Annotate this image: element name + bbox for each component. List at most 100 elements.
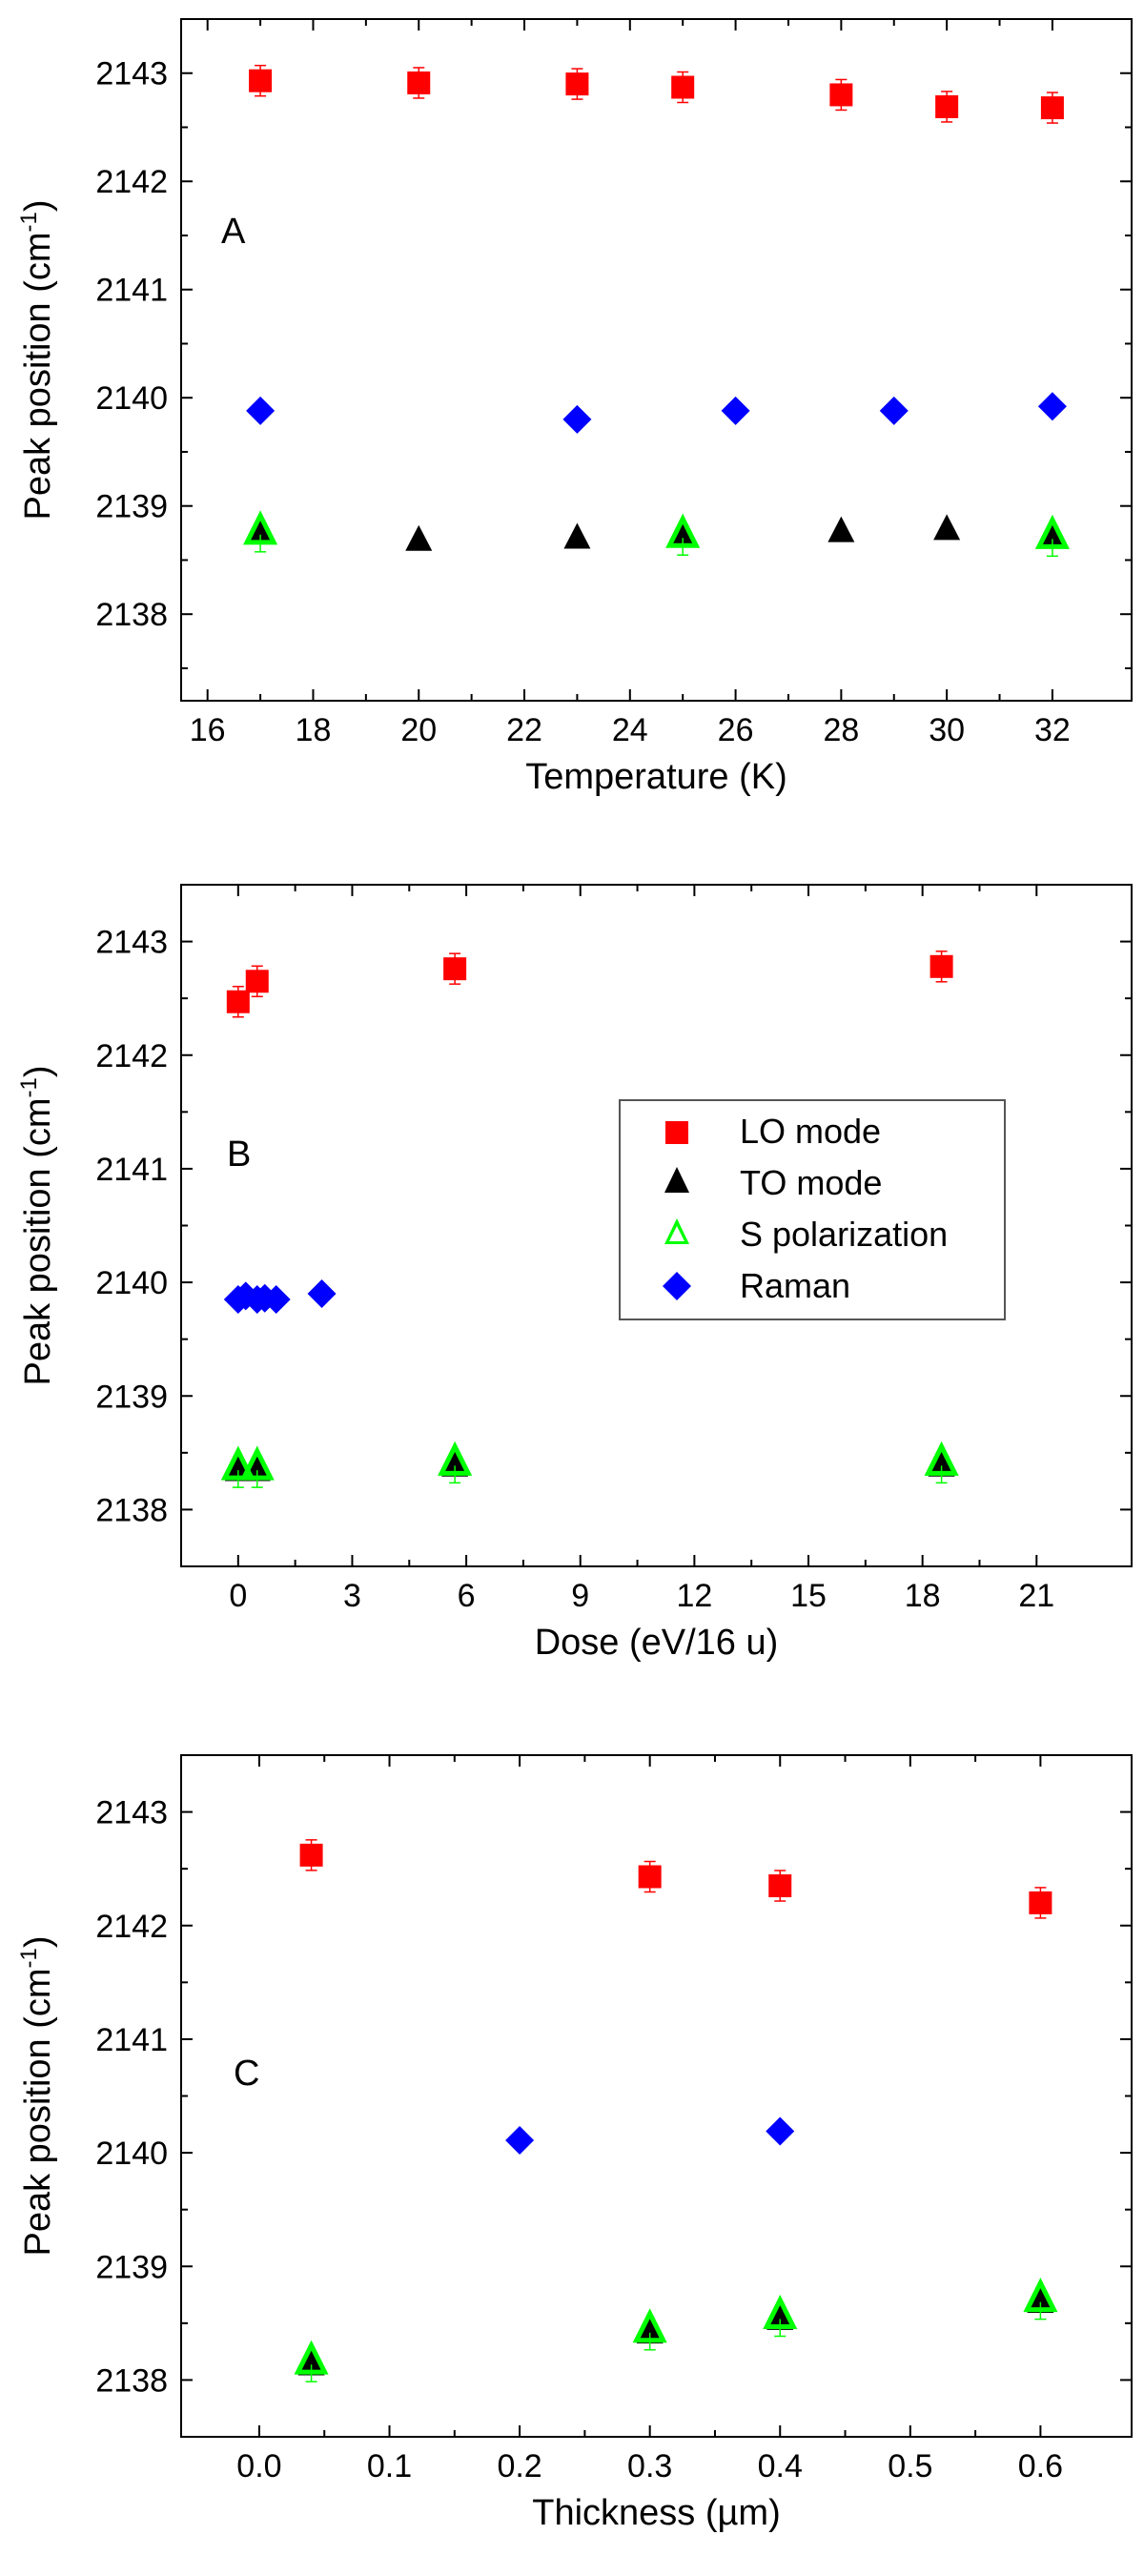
lo-point xyxy=(249,69,273,92)
x-tick-label: 0.4 xyxy=(758,2448,803,2484)
legend-s-marker-inner xyxy=(669,1226,684,1241)
x-tick-label: 28 xyxy=(823,712,859,748)
x-tick-label: 0.5 xyxy=(888,2448,932,2484)
y-axis-label: Peak position (cm-1) xyxy=(16,1065,58,1385)
x-tick-label: 18 xyxy=(296,712,332,748)
to-point xyxy=(827,516,855,542)
x-tick-label: 21 xyxy=(1018,1578,1054,1614)
lo-point xyxy=(565,72,589,96)
panel-label: C xyxy=(234,2054,259,2094)
x-axis-label: Dose (eV/16 u) xyxy=(535,1623,779,1663)
legend-to-marker xyxy=(664,1167,689,1193)
s-point xyxy=(294,2340,329,2375)
x-tick-label: 0.0 xyxy=(236,2448,281,2484)
x-tick-label: 22 xyxy=(506,712,542,748)
raman-point xyxy=(562,404,592,434)
lo-point xyxy=(407,71,431,94)
s-point xyxy=(243,510,278,545)
x-tick-label: 0.3 xyxy=(627,2448,672,2484)
chart-panel-a: 16 18 20 22 24 26 28 30 32 2138 2139 2140 2141 2142 21… xyxy=(16,18,1133,797)
x-tick-label: 3 xyxy=(343,1578,361,1614)
legend-lo-label: LO mode xyxy=(740,1112,881,1151)
lo-point xyxy=(1040,96,1064,120)
to-point xyxy=(405,524,433,551)
lo-point xyxy=(768,1874,792,1898)
lo-point xyxy=(671,75,695,99)
raman-point xyxy=(261,1284,291,1314)
y-axis-label-close: ) xyxy=(18,199,58,212)
s-point xyxy=(1034,514,1070,549)
y-tick-label: 2140 xyxy=(95,1265,168,1301)
to-point xyxy=(247,518,275,544)
y-axis-label-close: ) xyxy=(18,1935,58,1948)
y-tick-label: 2143 xyxy=(95,925,168,961)
y-axis-label-superscript: -1 xyxy=(16,1077,42,1097)
x-tick-label: 30 xyxy=(929,712,965,748)
y-axis-label-close: ) xyxy=(18,1065,58,1077)
y-axis-label: Peak position (cm-1) xyxy=(16,199,58,520)
y-tick-label: 2138 xyxy=(95,2362,168,2399)
s-point xyxy=(1023,2278,1058,2313)
raman-point xyxy=(879,396,909,425)
y-tick-label: 2142 xyxy=(95,1909,168,1945)
y-tick-label: 2138 xyxy=(95,1492,168,1528)
lo-point xyxy=(299,1843,323,1867)
to-point xyxy=(636,2318,664,2344)
y-tick-label: 2140 xyxy=(95,380,168,417)
legend-raman-label: Raman xyxy=(740,1266,850,1305)
legend: LO mode TO mode S polarization Raman xyxy=(619,1099,1006,1320)
y-tick-label: 2143 xyxy=(95,56,168,92)
x-tick-label: 26 xyxy=(718,712,754,748)
legend-to-label: TO mode xyxy=(740,1163,882,1202)
chart-panel-c: 0.0 0.1 0.2 0.3 0.4 0.5 0.6 2138 2139 2140 2141 214… xyxy=(16,1754,1133,2533)
chart-panel-b: 0 3 6 9 12 15 18 21 2138 2139 2140 2141 2142 2143 Dose… xyxy=(16,884,1133,1663)
x-tick-label: 6 xyxy=(458,1578,476,1614)
x-tick-label: 20 xyxy=(400,712,437,748)
raman-point xyxy=(505,2125,535,2155)
x-tick-label: 18 xyxy=(905,1578,941,1614)
x-axis-label: Thickness (µm) xyxy=(532,2493,780,2533)
x-tick-label: 32 xyxy=(1034,712,1071,748)
x-tick-label: 0.2 xyxy=(497,2448,541,2484)
lo-point xyxy=(443,957,467,981)
lo-point xyxy=(930,954,953,978)
y-tick-label: 2142 xyxy=(95,164,168,200)
lo-point xyxy=(1029,1891,1052,1914)
x-tick-label: 16 xyxy=(190,712,226,748)
to-point xyxy=(441,1450,469,1477)
raman-point xyxy=(766,2116,795,2146)
y-axis-label-text: Peak position (cm xyxy=(18,232,58,520)
x-tick-label: 0 xyxy=(229,1578,247,1614)
to-point xyxy=(933,514,961,541)
raman-point xyxy=(721,396,750,425)
to-point xyxy=(563,522,591,549)
raman-point xyxy=(307,1279,337,1308)
lo-point xyxy=(226,990,250,1013)
x-tick-label: 24 xyxy=(612,712,648,748)
panel-label: B xyxy=(227,1135,251,1175)
s-point xyxy=(438,1441,473,1476)
raman-point xyxy=(1037,392,1067,421)
to-point xyxy=(1038,521,1066,548)
y-axis-label-superscript: -1 xyxy=(16,1948,42,1968)
s-point xyxy=(220,1445,255,1481)
panel-label: A xyxy=(221,212,246,252)
s-point xyxy=(239,1445,275,1481)
y-tick-label: 2139 xyxy=(95,1379,168,1415)
raman-point xyxy=(246,396,276,425)
legend-lo-marker xyxy=(665,1121,688,1144)
y-axis-label-text: Peak position (cm xyxy=(18,1968,58,2256)
y-tick-label: 2139 xyxy=(95,2249,168,2285)
y-axis-label-text: Peak position (cm xyxy=(18,1097,58,1385)
y-tick-label: 2142 xyxy=(95,1038,168,1074)
y-tick-label: 2143 xyxy=(95,1795,168,1831)
to-point xyxy=(928,1450,955,1477)
x-tick-label: 12 xyxy=(676,1578,712,1614)
y-axis-label: Peak position (cm-1) xyxy=(16,1935,58,2256)
y-tick-label: 2141 xyxy=(95,1152,168,1188)
x-tick-label: 15 xyxy=(790,1578,827,1614)
x-tick-label: 0.1 xyxy=(367,2448,412,2484)
lo-point xyxy=(829,83,853,107)
y-tick-label: 2141 xyxy=(95,2022,168,2058)
